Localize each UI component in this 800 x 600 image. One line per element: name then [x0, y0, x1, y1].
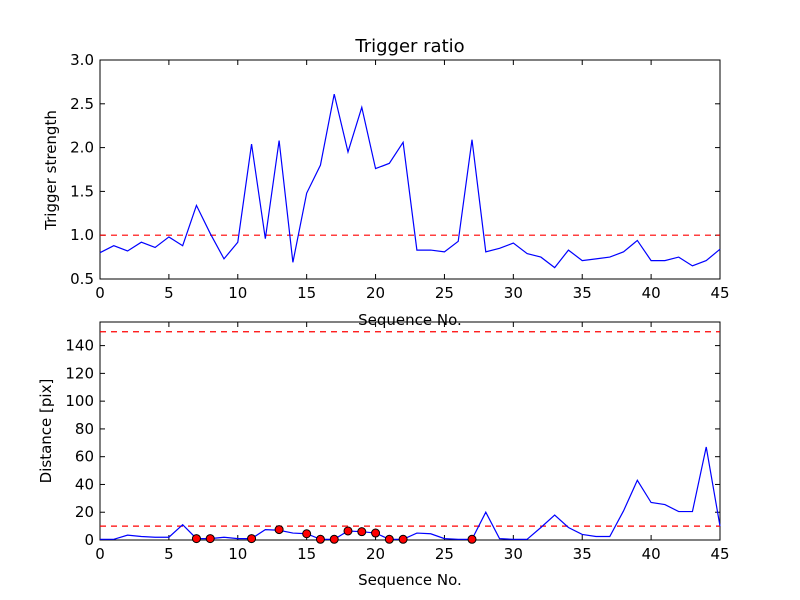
tick-group: 0 5 10 15 20 25 30 35 40 45 0.5 1.0 1.5 2.0 2.5 3.0	[70, 51, 729, 302]
x-axis-label: Sequence No.	[358, 311, 462, 329]
y-tick-label: 1.0	[70, 226, 94, 244]
series-line	[99, 94, 721, 269]
x-tick-label: 10	[228, 545, 247, 563]
data-point-marker	[398, 534, 408, 544]
data-point-marker	[302, 529, 312, 539]
x-tick-label: 25	[435, 545, 454, 563]
x-tick-label: 0	[95, 545, 105, 563]
y-axis-label: Distance [pix]	[37, 379, 55, 484]
data-point-marker	[467, 534, 477, 544]
y-tick-label: 20	[75, 503, 94, 521]
x-tick-label: 40	[642, 545, 661, 563]
y-tick-label: 140	[65, 337, 94, 355]
x-tick-label: 15	[297, 545, 316, 563]
plot-area-frame	[99, 59, 721, 280]
x-tick-label: 30	[504, 545, 523, 563]
y-tick-label: 3.0	[70, 51, 94, 69]
reference-line-group	[100, 331, 720, 527]
x-tick-label: 40	[642, 284, 661, 302]
y-tick-label: 2.5	[70, 95, 94, 113]
data-point-marker	[205, 534, 215, 544]
x-tick-label: 15	[297, 284, 316, 302]
x-tick-label: 5	[164, 284, 174, 302]
data-point-marker	[329, 534, 339, 544]
x-tick-label: 35	[573, 284, 592, 302]
y-tick-label: 60	[75, 448, 94, 466]
distance-chart: Sequence No. Distance [pix] 0 5 10 15 20 25 30…	[37, 321, 730, 589]
data-point-marker	[371, 528, 381, 538]
trigger-ratio-chart: Trigger ratio Sequence No. Trigger stren…	[42, 36, 730, 329]
series-line	[100, 446, 721, 540]
y-tick-label: 80	[75, 420, 94, 438]
y-tick-label: 2.0	[70, 139, 94, 157]
x-tick-label: 20	[366, 545, 385, 563]
x-axis-label: Sequence No.	[358, 571, 462, 589]
x-tick-label: 0	[95, 284, 105, 302]
x-tick-label: 35	[573, 545, 592, 563]
plot-area-frame	[99, 321, 721, 541]
tick-group: 0 5 10 15 20 25 30 35 40 45 0 20 40 60 80 100 120 140	[65, 322, 730, 563]
chart-title: Trigger ratio	[354, 36, 464, 57]
marker-group	[191, 525, 477, 544]
data-point-marker	[247, 534, 257, 544]
x-tick-label: 5	[164, 545, 174, 563]
y-tick-label: 100	[65, 392, 94, 410]
x-tick-label: 45	[710, 545, 729, 563]
x-tick-label: 45	[710, 284, 729, 302]
y-tick-label: 0	[84, 531, 94, 549]
y-axis-label: Trigger strength	[42, 110, 60, 231]
y-tick-label: 40	[75, 475, 94, 493]
data-point-marker	[274, 525, 284, 535]
data-point-marker	[384, 534, 394, 544]
data-point-marker	[191, 534, 201, 544]
x-tick-label: 20	[366, 284, 385, 302]
x-tick-label: 30	[504, 284, 523, 302]
data-point-marker	[357, 527, 367, 537]
data-point-marker	[315, 534, 325, 544]
y-tick-label: 0.5	[70, 270, 94, 288]
series-line-group	[100, 446, 721, 540]
x-tick-label: 25	[435, 284, 454, 302]
y-tick-label: 1.5	[70, 182, 94, 200]
y-tick-label: 120	[65, 364, 94, 382]
x-tick-label: 10	[228, 284, 247, 302]
series-line-group	[99, 94, 721, 269]
data-point-marker	[343, 526, 353, 536]
